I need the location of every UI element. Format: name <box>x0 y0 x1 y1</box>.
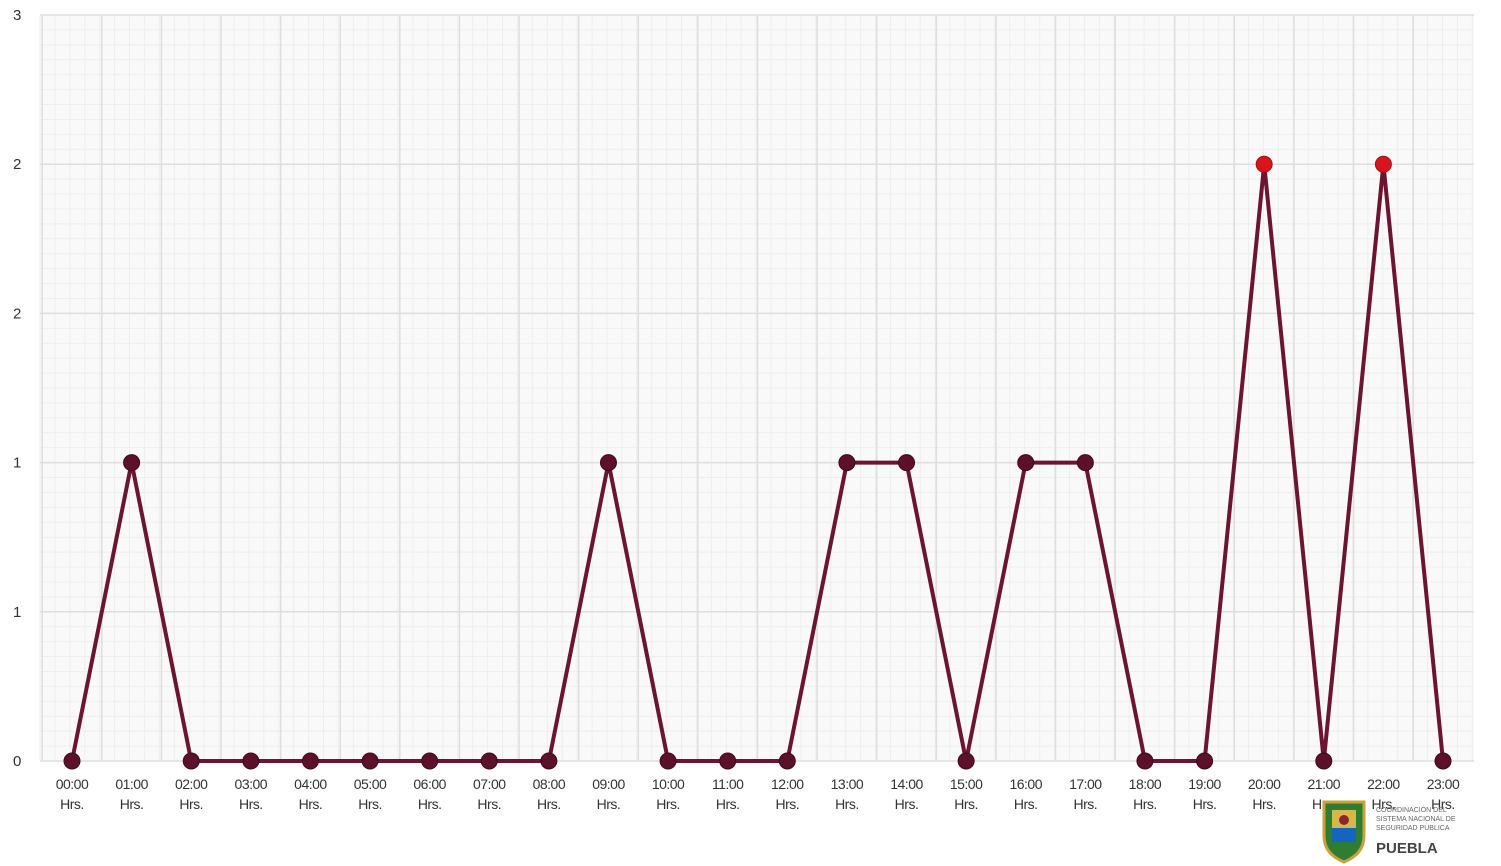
x-tick-label: 09:00 <box>592 776 625 792</box>
x-tick-label: 05:00 <box>354 776 387 792</box>
x-tick-label-unit: Hrs. <box>1014 796 1038 812</box>
x-tick-label-unit: Hrs. <box>299 796 323 812</box>
data-point <box>1434 752 1452 770</box>
x-tick-label-unit: Hrs. <box>239 796 263 812</box>
x-tick-label: 15:00 <box>950 776 983 792</box>
logo-line-1: COORDINACIÓN DEL <box>1376 805 1447 814</box>
data-point <box>242 752 260 770</box>
data-point <box>361 752 379 770</box>
data-point-highlight <box>1255 155 1273 173</box>
y-tick-label: 1 <box>13 604 21 621</box>
x-tick-label-unit: Hrs. <box>895 796 919 812</box>
data-point <box>898 454 916 472</box>
x-tick-label: 10:00 <box>652 776 685 792</box>
x-tick-label: 20:00 <box>1248 776 1281 792</box>
data-point <box>1196 752 1214 770</box>
data-point-highlight <box>1374 155 1392 173</box>
data-point <box>301 752 319 770</box>
logo-line-3: SEGURIDAD PÚBLICA <box>1376 823 1450 832</box>
x-tick-label: 02:00 <box>175 776 208 792</box>
x-tick-label-unit: Hrs. <box>1252 796 1276 812</box>
x-tick-label: 04:00 <box>294 776 327 792</box>
x-tick-label-unit: Hrs. <box>597 796 621 812</box>
x-tick-label-unit: Hrs. <box>537 796 561 812</box>
logo-name: PUEBLA <box>1376 840 1438 857</box>
x-tick-label-unit: Hrs. <box>358 796 382 812</box>
x-tick-label-unit: Hrs. <box>716 796 740 812</box>
x-tick-label-unit: Hrs. <box>477 796 501 812</box>
data-point <box>1017 454 1035 472</box>
x-tick-label-unit: Hrs. <box>179 796 203 812</box>
x-tick-label-unit: Hrs. <box>60 796 84 812</box>
x-tick-label: 17:00 <box>1069 776 1102 792</box>
data-point <box>1136 752 1154 770</box>
puebla-logo: COORDINACIÓN DEL SISTEMA NACIONAL DE SEG… <box>1322 800 1456 864</box>
x-tick-label-unit: Hrs. <box>835 796 859 812</box>
x-axis-ticks: 00:00 Hrs. 01:00 Hrs. 02:00 Hrs. 03:00 Hrs. 04:0… <box>56 776 1461 812</box>
data-point <box>182 752 200 770</box>
data-point <box>480 752 498 770</box>
data-point <box>540 752 558 770</box>
x-tick-label-unit: Hrs. <box>1431 796 1455 812</box>
data-point <box>1315 752 1333 770</box>
x-tick-label: 07:00 <box>473 776 506 792</box>
x-tick-label: 01:00 <box>115 776 148 792</box>
y-axis-ticks: 0 1 1 2 2 3 <box>13 7 21 770</box>
data-point <box>719 752 737 770</box>
data-point <box>421 752 439 770</box>
x-tick-label: 06:00 <box>413 776 446 792</box>
x-tick-label-unit: Hrs. <box>656 796 680 812</box>
x-tick-label-unit: Hrs. <box>1372 796 1396 812</box>
x-tick-label: 12:00 <box>771 776 804 792</box>
x-tick-label: 22:00 <box>1367 776 1400 792</box>
data-point <box>778 752 796 770</box>
x-tick-label-unit: Hrs. <box>1133 796 1157 812</box>
y-tick-label: 1 <box>13 455 21 472</box>
x-tick-label-unit: Hrs. <box>418 796 442 812</box>
y-tick-label: 2 <box>13 156 21 173</box>
x-tick-label: 23:00 <box>1427 776 1460 792</box>
series-markers <box>63 155 1452 770</box>
x-tick-label: 13:00 <box>831 776 864 792</box>
series-line <box>70 164 1445 763</box>
x-tick-label-unit: Hrs. <box>120 796 144 812</box>
x-tick-label-unit: Hrs. <box>954 796 978 812</box>
data-point <box>1076 454 1094 472</box>
shield-emblem-icon <box>1322 800 1366 864</box>
x-tick-label: 03:00 <box>235 776 268 792</box>
x-tick-label: 11:00 <box>712 776 744 792</box>
y-tick-label: 3 <box>13 7 21 24</box>
x-tick-label: 00:00 <box>56 776 89 792</box>
data-point <box>957 752 975 770</box>
x-tick-label: 08:00 <box>533 776 566 792</box>
x-tick-label-unit: Hrs. <box>775 796 799 812</box>
x-tick-label-unit: Hrs. <box>1193 796 1217 812</box>
data-point <box>838 454 856 472</box>
data-point <box>659 752 677 770</box>
x-tick-label: 21:00 <box>1308 776 1341 792</box>
x-tick-label: 19:00 <box>1188 776 1221 792</box>
data-point <box>123 454 141 472</box>
y-tick-label: 0 <box>13 753 21 770</box>
x-tick-label: 14:00 <box>890 776 923 792</box>
logo-line-2: SISTEMA NACIONAL DE <box>1376 816 1456 823</box>
x-tick-label: 18:00 <box>1129 776 1162 792</box>
x-tick-label-unit: Hrs. <box>1074 796 1098 812</box>
major-grid <box>40 14 1474 762</box>
y-tick-label: 2 <box>13 305 21 322</box>
data-point <box>599 454 617 472</box>
x-tick-label: 16:00 <box>1009 776 1042 792</box>
data-point <box>63 752 81 770</box>
